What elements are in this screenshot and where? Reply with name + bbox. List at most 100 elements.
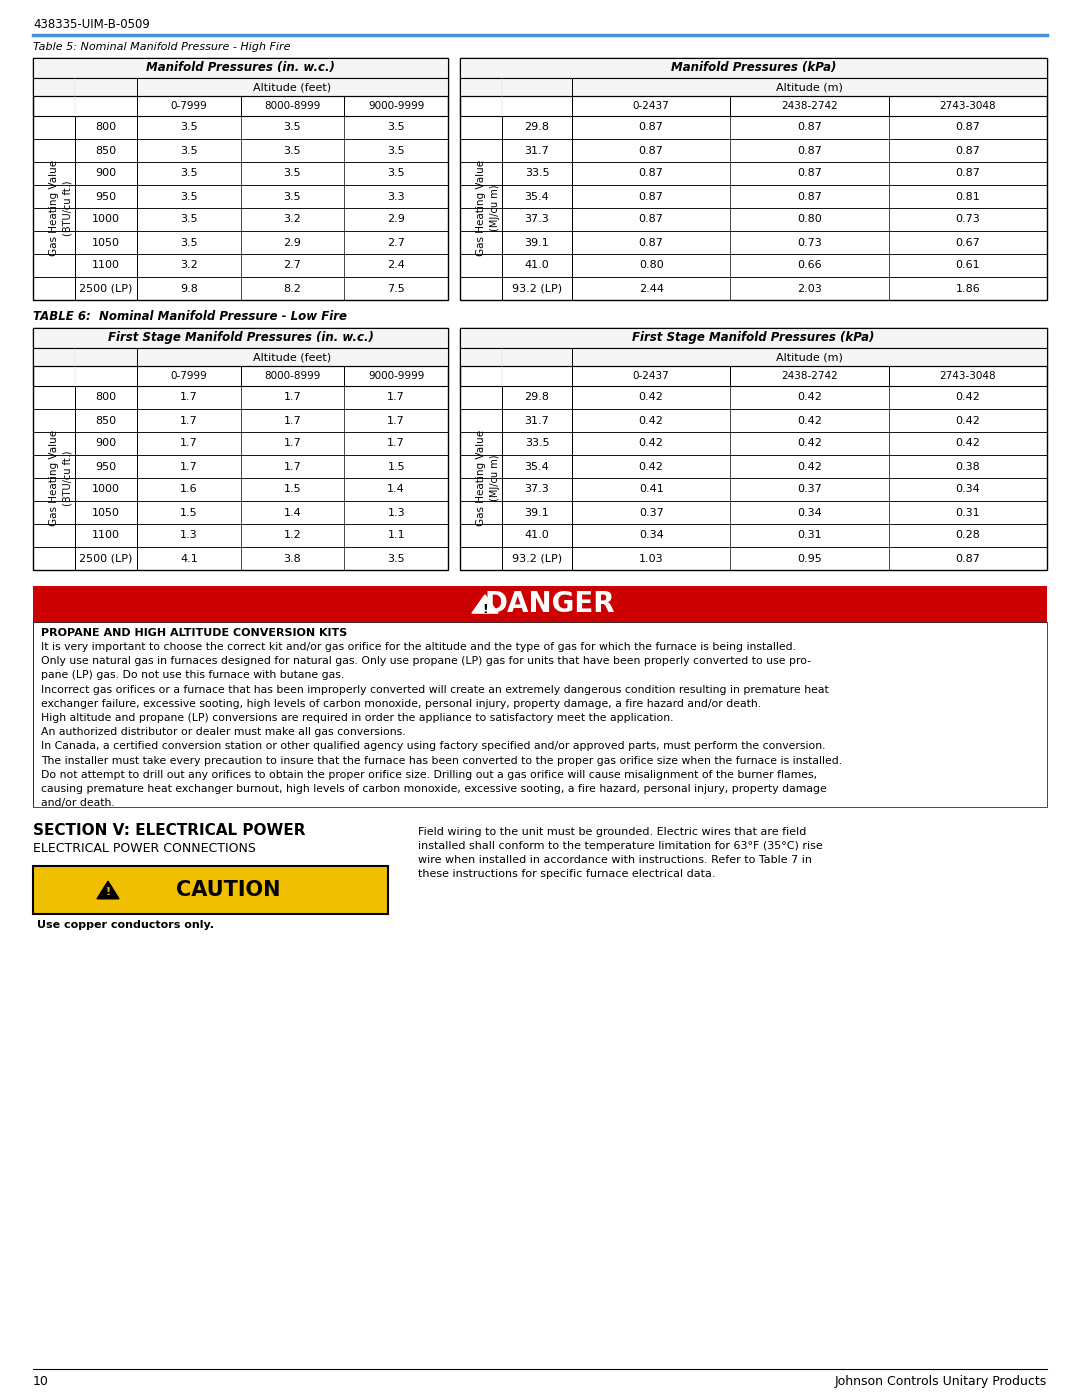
- Text: 3.5: 3.5: [388, 553, 405, 563]
- Text: 0.42: 0.42: [797, 461, 822, 472]
- Text: 2.4: 2.4: [388, 260, 405, 271]
- Text: Do not attempt to drill out any orifices to obtain the proper orifice size. Dril: Do not attempt to drill out any orifices…: [41, 770, 818, 780]
- Bar: [460, 548, 1047, 570]
- Text: 0.87: 0.87: [797, 191, 822, 201]
- Bar: [33, 78, 448, 96]
- Text: 3.5: 3.5: [284, 145, 301, 155]
- Bar: [33, 277, 448, 300]
- Text: 1.5: 1.5: [180, 507, 198, 517]
- Bar: [33, 866, 388, 914]
- Text: Altitude (feet): Altitude (feet): [254, 352, 332, 362]
- Text: 7.5: 7.5: [388, 284, 405, 293]
- Text: 33.5: 33.5: [525, 169, 550, 179]
- Text: Altitude (m): Altitude (m): [777, 82, 842, 92]
- Text: 0.31: 0.31: [956, 507, 981, 517]
- Text: 0.42: 0.42: [956, 439, 981, 448]
- Text: 3.3: 3.3: [388, 191, 405, 201]
- Bar: [33, 585, 1047, 807]
- Polygon shape: [472, 595, 498, 613]
- Polygon shape: [97, 882, 119, 898]
- Bar: [33, 386, 448, 409]
- Text: 0.73: 0.73: [956, 215, 981, 225]
- Text: 0.87: 0.87: [956, 169, 981, 179]
- Text: 2743-3048: 2743-3048: [940, 372, 996, 381]
- Text: 0.80: 0.80: [638, 260, 663, 271]
- Bar: [460, 116, 1047, 138]
- Text: 10: 10: [33, 1375, 49, 1389]
- Bar: [33, 366, 448, 386]
- Text: 0.31: 0.31: [797, 531, 822, 541]
- Text: 0.87: 0.87: [797, 145, 822, 155]
- Text: Table 5: Nominal Manifold Pressure - High Fire: Table 5: Nominal Manifold Pressure - Hig…: [33, 42, 291, 52]
- Text: 0.42: 0.42: [956, 415, 981, 426]
- Bar: [460, 328, 1047, 570]
- Text: 0.87: 0.87: [956, 553, 981, 563]
- Bar: [33, 348, 448, 366]
- Text: 2.03: 2.03: [797, 284, 822, 293]
- Bar: [33, 208, 448, 231]
- Text: 0.42: 0.42: [797, 415, 822, 426]
- Text: 3.5: 3.5: [180, 237, 198, 247]
- Text: 0.87: 0.87: [638, 123, 663, 133]
- Text: 1000: 1000: [92, 485, 120, 495]
- Bar: [33, 59, 448, 300]
- Text: 2438-2742: 2438-2742: [781, 372, 838, 381]
- Text: 0.42: 0.42: [638, 393, 663, 402]
- Bar: [460, 184, 1047, 208]
- Text: 0.87: 0.87: [797, 169, 822, 179]
- Text: 35.4: 35.4: [525, 461, 550, 472]
- Bar: [460, 208, 1047, 231]
- Text: 0.34: 0.34: [797, 507, 822, 517]
- Text: 0-2437: 0-2437: [633, 372, 670, 381]
- Text: 3.5: 3.5: [180, 215, 198, 225]
- Text: Altitude (feet): Altitude (feet): [254, 82, 332, 92]
- Text: 800: 800: [95, 123, 117, 133]
- Text: 1.7: 1.7: [388, 439, 405, 448]
- Bar: [460, 138, 1047, 162]
- Text: 8000-8999: 8000-8999: [265, 372, 321, 381]
- Text: and/or death.: and/or death.: [41, 798, 114, 809]
- Text: 3.2: 3.2: [180, 260, 198, 271]
- Text: TABLE 6:  Nominal Manifold Pressure - Low Fire: TABLE 6: Nominal Manifold Pressure - Low…: [33, 310, 347, 323]
- Bar: [33, 162, 448, 184]
- Bar: [33, 622, 1047, 807]
- Bar: [33, 548, 448, 570]
- Text: 3.5: 3.5: [180, 169, 198, 179]
- Text: 0.87: 0.87: [797, 123, 822, 133]
- Text: 1.7: 1.7: [388, 393, 405, 402]
- Bar: [460, 386, 1047, 409]
- Text: Manifold Pressures (kPa): Manifold Pressures (kPa): [671, 61, 836, 74]
- Bar: [460, 366, 1047, 386]
- Text: 31.7: 31.7: [525, 145, 550, 155]
- Text: 9.8: 9.8: [180, 284, 198, 293]
- Text: 1.7: 1.7: [180, 439, 198, 448]
- Text: 39.1: 39.1: [525, 237, 550, 247]
- Text: It is very important to choose the correct kit and/or gas orifice for the altitu: It is very important to choose the corre…: [41, 643, 796, 652]
- Text: Gas Heating Value: Gas Heating Value: [49, 159, 59, 256]
- Text: 1.1: 1.1: [388, 531, 405, 541]
- Text: 37.3: 37.3: [525, 485, 550, 495]
- Text: 1.6: 1.6: [180, 485, 198, 495]
- Bar: [460, 432, 1047, 455]
- Text: 0.38: 0.38: [956, 461, 981, 472]
- Text: 33.5: 33.5: [525, 439, 550, 448]
- Text: 2.44: 2.44: [638, 284, 664, 293]
- Text: 3.5: 3.5: [284, 191, 301, 201]
- Text: 2743-3048: 2743-3048: [940, 101, 996, 110]
- Text: Gas Heating Value: Gas Heating Value: [49, 430, 59, 527]
- Text: 1.4: 1.4: [388, 485, 405, 495]
- Text: 0.42: 0.42: [797, 439, 822, 448]
- Text: 900: 900: [95, 439, 117, 448]
- Text: Incorrect gas orifices or a furnace that has been improperly converted will crea: Incorrect gas orifices or a furnace that…: [41, 685, 828, 694]
- Text: installed shall conform to the temperature limitation for 63°F (35°C) rise: installed shall conform to the temperatu…: [418, 841, 823, 851]
- Text: PROPANE AND HIGH ALTITUDE CONVERSION KITS: PROPANE AND HIGH ALTITUDE CONVERSION KIT…: [41, 629, 348, 638]
- Text: CAUTION: CAUTION: [176, 880, 281, 900]
- Text: 3.5: 3.5: [180, 191, 198, 201]
- Text: 2.9: 2.9: [284, 237, 301, 247]
- Text: 1.7: 1.7: [388, 415, 405, 426]
- Text: exchanger failure, excessive sooting, high levels of carbon monoxide, personal i: exchanger failure, excessive sooting, hi…: [41, 698, 761, 708]
- Text: 850: 850: [95, 145, 117, 155]
- Text: 41.0: 41.0: [525, 260, 550, 271]
- Text: 0.67: 0.67: [956, 237, 981, 247]
- Text: 0.87: 0.87: [638, 145, 663, 155]
